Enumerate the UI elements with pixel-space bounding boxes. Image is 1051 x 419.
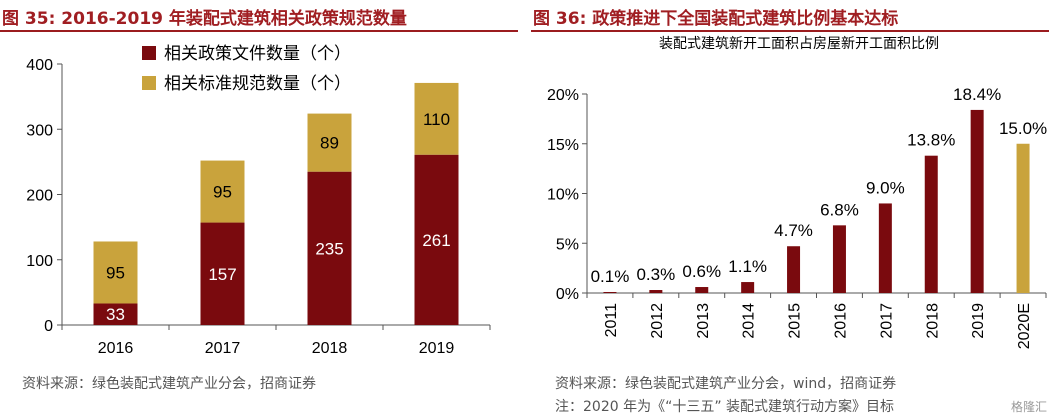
data-label: 89 — [320, 134, 339, 153]
data-label: 6.8% — [820, 200, 859, 219]
figure-36-note: 注：2020 年为《“十三五” 装配式建筑行动方案》目标 — [555, 399, 895, 415]
data-label: 13.8% — [907, 131, 955, 150]
data-label: 1.1% — [728, 257, 767, 276]
x-tick-label: 2019 — [419, 340, 455, 357]
legend-label: 相关标准规范数量（个） — [164, 74, 351, 94]
bar-segment — [414, 154, 459, 325]
bar-segment — [93, 303, 138, 325]
x-tick-label: 2014 — [741, 303, 758, 339]
legend-label: 相关政策文件数量（个） — [164, 44, 351, 64]
y-tick-label: 400 — [26, 57, 53, 74]
data-label: 95 — [106, 263, 125, 282]
figure-35-title: 图 35: 2016-2019 年装配式建筑相关政策规范数量 — [2, 9, 407, 29]
data-label: 0.6% — [682, 262, 721, 281]
x-tick-label: 2016 — [98, 340, 134, 357]
y-tick-label: 15% — [547, 137, 579, 154]
bar — [741, 282, 755, 293]
data-label: 0.1% — [591, 267, 630, 286]
bar — [832, 225, 846, 293]
data-label: 15.0% — [999, 119, 1047, 138]
data-label: 4.7% — [774, 221, 813, 240]
data-label: 235 — [315, 239, 343, 258]
legend-swatch — [142, 46, 156, 60]
bar — [649, 290, 663, 293]
y-tick-label: 10% — [547, 187, 579, 204]
bar — [1016, 143, 1030, 293]
data-label: 0.3% — [636, 265, 675, 284]
x-tick-label: 2015 — [787, 303, 804, 339]
bar — [603, 292, 617, 293]
data-label: 157 — [208, 265, 236, 284]
x-tick-label: 2020E — [1016, 303, 1033, 349]
y-tick-label: 0 — [44, 318, 53, 335]
data-label: 9.0% — [866, 178, 905, 197]
y-tick-label: 200 — [26, 188, 53, 205]
figure-36-source: 资料来源：绿色装配式建筑产业分会，wind，招商证券 — [555, 376, 897, 392]
x-tick-label: 2017 — [205, 340, 241, 357]
bar — [878, 203, 892, 293]
y-tick-label: 5% — [556, 236, 579, 253]
x-tick-label: 2017 — [878, 303, 895, 339]
figure-35-title-rule — [0, 30, 518, 32]
figure-35-source: 资料来源：绿色装配式建筑产业分会，招商证券 — [22, 376, 316, 392]
data-label: 261 — [422, 231, 450, 250]
y-tick-label: 0% — [556, 286, 579, 303]
bar-segment — [414, 82, 459, 155]
x-tick-label: 2019 — [970, 303, 987, 339]
data-label: 95 — [213, 183, 232, 202]
legend-swatch — [142, 76, 156, 90]
figure-36-title-rule — [531, 30, 1049, 32]
x-tick-label: 2013 — [695, 303, 712, 339]
chart-title: 装配式建筑新开工面积占房屋新开工面积比例 — [659, 36, 939, 52]
bar-segment — [93, 241, 138, 304]
y-tick-label: 300 — [26, 122, 53, 139]
x-tick-label: 2018 — [312, 340, 348, 357]
bar — [695, 287, 709, 293]
y-tick-label: 100 — [26, 253, 53, 270]
figure-36-chart: 装配式建筑新开工面积占房屋新开工面积比例 0% 5% 10% 15% 20% 0.1% 201… — [547, 36, 1047, 349]
bar-segment — [200, 222, 245, 325]
figure-35-panel: 图 35: 2016-2019 年装配式建筑相关政策规范数量 0 100 200 30… — [0, 0, 520, 419]
y-tick-label: 20% — [547, 87, 579, 104]
figure-36-title: 图 36: 政策推进下全国装配式建筑比例基本达标 — [533, 9, 899, 29]
data-label: 110 — [423, 110, 450, 129]
bar — [787, 246, 801, 293]
data-label: 33 — [106, 305, 125, 324]
x-tick-label: 2018 — [924, 303, 941, 339]
x-tick-label: 2012 — [649, 303, 666, 339]
bar — [970, 109, 984, 293]
data-label: 18.4% — [953, 85, 1001, 104]
bar-segment — [200, 160, 245, 223]
figure-36-panel: 图 36: 政策推进下全国装配式建筑比例基本达标 装配式建筑新开工面积占房屋新开… — [531, 0, 1051, 419]
bar-segment — [307, 171, 352, 325]
bar-segment — [307, 113, 352, 172]
watermark: 格隆汇 — [1010, 400, 1047, 414]
figure-35-chart: 0 100 200 300 400 33 95 2016 157 95 2017 235 89 2018 2… — [26, 44, 491, 357]
x-tick-label: 2011 — [603, 303, 620, 338]
bar — [924, 155, 938, 293]
x-tick-label: 2016 — [832, 303, 849, 339]
